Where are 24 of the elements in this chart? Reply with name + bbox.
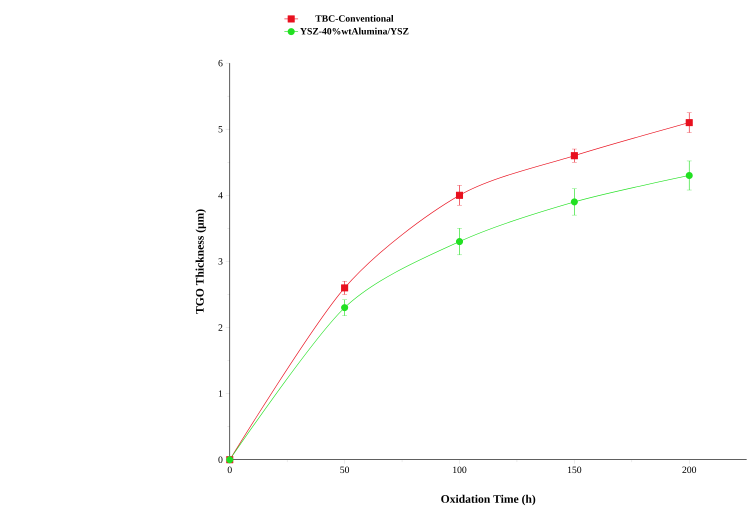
x-axis-title: Oxidation Time (h) <box>441 495 536 506</box>
legend-label: TBC-Conventional <box>315 15 394 22</box>
x-tick-label: 100 <box>453 466 466 474</box>
point <box>456 192 464 200</box>
y-tick-label: 3 <box>218 258 223 265</box>
y-tick-label: 6 <box>218 60 223 67</box>
y-tick-label: 0 <box>218 456 223 464</box>
point <box>341 304 348 312</box>
point <box>341 284 348 292</box>
x-tick-label: 50 <box>340 466 350 474</box>
x-tick-label: 0 <box>228 466 232 474</box>
y-tick-label: 2 <box>218 324 222 331</box>
x-tick-label: 150 <box>568 466 582 474</box>
y-tick-label: 4 <box>218 192 223 199</box>
y-tick-label: 5 <box>218 126 223 133</box>
legend-label: YSZ-40%wtAlumina/YSZ <box>300 28 408 35</box>
point <box>686 119 693 126</box>
point <box>456 238 464 246</box>
y-axis-title: TGO Thickness (μm) <box>196 210 206 314</box>
x-tick-label: 200 <box>682 466 696 474</box>
point <box>570 152 578 160</box>
point <box>686 172 693 180</box>
y-tick-label: 1 <box>218 390 222 398</box>
point <box>570 198 578 206</box>
